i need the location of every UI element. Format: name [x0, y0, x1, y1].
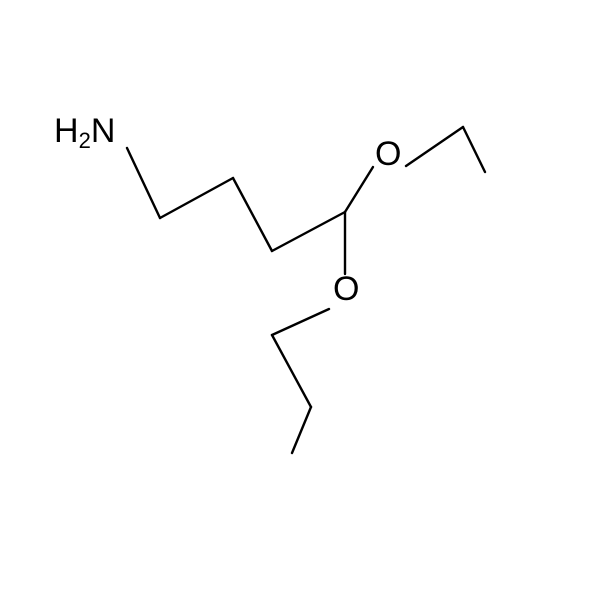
bond	[345, 167, 373, 212]
bond	[127, 148, 160, 218]
bond	[233, 178, 272, 251]
atom-label: H2N	[54, 112, 115, 153]
bond	[463, 127, 485, 172]
bond	[272, 309, 329, 335]
atom-label: O	[375, 135, 401, 173]
atom-label: O	[333, 270, 359, 308]
bond	[272, 212, 345, 251]
bond	[160, 178, 233, 218]
bonds-group	[127, 127, 485, 453]
bond	[272, 335, 311, 407]
atom-labels-group: H2N O O	[54, 112, 401, 308]
bond	[292, 407, 311, 453]
chemical-structure-diagram: H2N O O	[0, 0, 600, 600]
bond	[406, 127, 463, 166]
